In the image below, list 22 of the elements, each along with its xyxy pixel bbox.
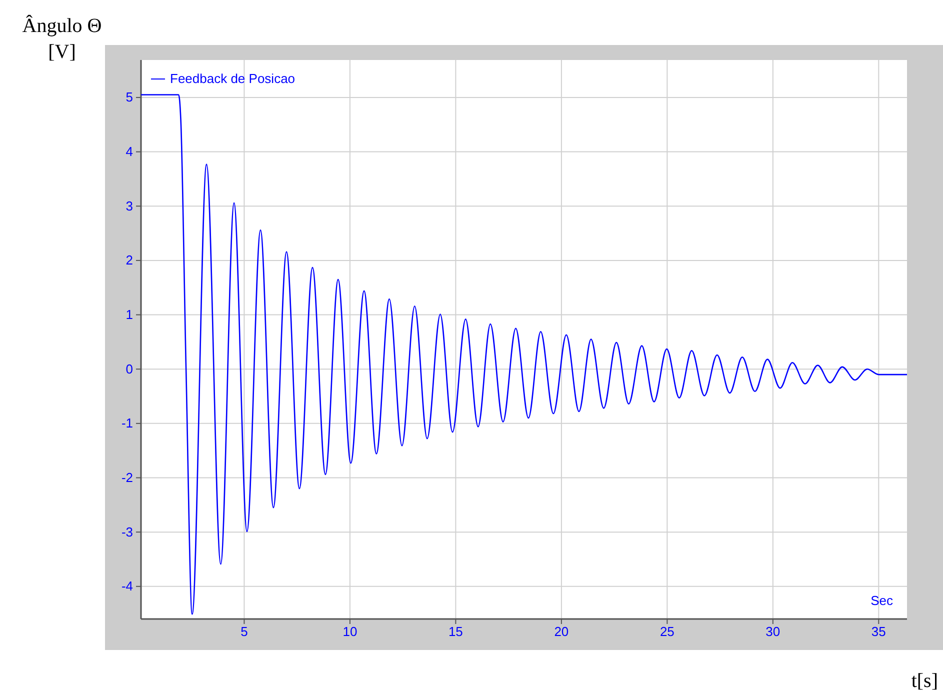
x-axis-title: t[s] <box>911 670 938 692</box>
y-tick-label: 5 <box>126 90 133 105</box>
y-tick-label: 2 <box>126 252 133 268</box>
y-tick-label: -2 <box>121 470 133 485</box>
y-tick-label: 0 <box>126 361 133 376</box>
y-tick-label: 1 <box>126 306 133 322</box>
y-tick-label: 3 <box>126 198 133 214</box>
x-tick-label: 30 <box>766 624 780 640</box>
y-axis-title: Ângulo Θ [V] <box>22 14 102 63</box>
x-tick-label: 15 <box>448 624 463 640</box>
y-tick-label: -1 <box>121 416 133 431</box>
annotation: Sec <box>870 593 894 608</box>
y-tick-label: -4 <box>121 578 133 594</box>
x-tick-label: 25 <box>660 624 674 640</box>
x-tick-label: 5 <box>240 624 248 640</box>
x-tick-label: 35 <box>871 624 886 640</box>
line-series <box>140 94 908 615</box>
y-tick-label: 4 <box>126 144 133 159</box>
x-tick-label: 10 <box>342 624 358 640</box>
y-tick-label: -3 <box>121 524 133 540</box>
x-tick-label: 20 <box>554 624 569 640</box>
legend-label: Feedback de Posicao <box>170 71 296 86</box>
